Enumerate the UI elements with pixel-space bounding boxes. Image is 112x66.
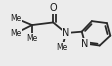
Text: Me: Me — [26, 34, 38, 43]
Text: Me: Me — [11, 14, 22, 23]
Text: Me: Me — [11, 29, 22, 37]
Text: N: N — [62, 28, 70, 38]
Text: N: N — [81, 39, 89, 49]
Text: O: O — [49, 3, 57, 13]
Text: Me: Me — [57, 43, 68, 52]
